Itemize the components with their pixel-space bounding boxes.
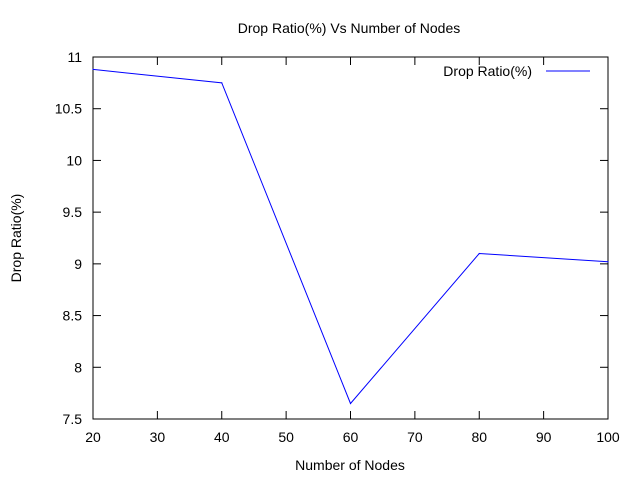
x-tick-label: 100 (596, 429, 620, 445)
x-tick-label: 90 (536, 429, 552, 445)
y-tick-label: 8 (74, 359, 82, 375)
y-tick-label: 11 (67, 49, 82, 65)
y-axis-label: Drop Ratio(%) (8, 194, 24, 283)
data-point (478, 252, 480, 255)
legend: Drop Ratio(%) (443, 63, 590, 79)
x-tick-label: 80 (471, 429, 487, 445)
data-point (92, 68, 94, 71)
x-tick-label: 70 (407, 429, 423, 445)
y-axis-ticks: 7.5 8 8.5 9 9.5 10 10.5 11 (55, 49, 608, 427)
y-tick-label: 7.5 (63, 411, 83, 427)
y-tick-label: 10 (66, 152, 82, 168)
y-tick-label: 9.5 (63, 204, 83, 220)
series-line (92, 68, 609, 405)
y-tick-label: 10.5 (55, 101, 82, 117)
y-tick-label: 8.5 (63, 308, 83, 324)
series-layer (92, 68, 609, 405)
data-point (221, 82, 223, 84)
chart-title: Drop Ratio(%) Vs Number of Nodes (238, 20, 461, 36)
data-point (349, 402, 352, 405)
x-tick-label: 20 (85, 429, 101, 445)
x-tick-label: 40 (214, 429, 230, 445)
legend-label: Drop Ratio(%) (443, 63, 532, 79)
x-axis-ticks: 20 30 40 50 60 70 80 90 100 (85, 57, 620, 445)
y-tick-label: 9 (74, 256, 82, 272)
data-point (607, 261, 609, 263)
plot-frame (92, 56, 609, 420)
x-tick-label: 60 (343, 429, 359, 445)
x-axis-label: Number of Nodes (295, 457, 405, 473)
x-tick-label: 30 (150, 429, 166, 445)
x-tick-label: 50 (278, 429, 294, 445)
